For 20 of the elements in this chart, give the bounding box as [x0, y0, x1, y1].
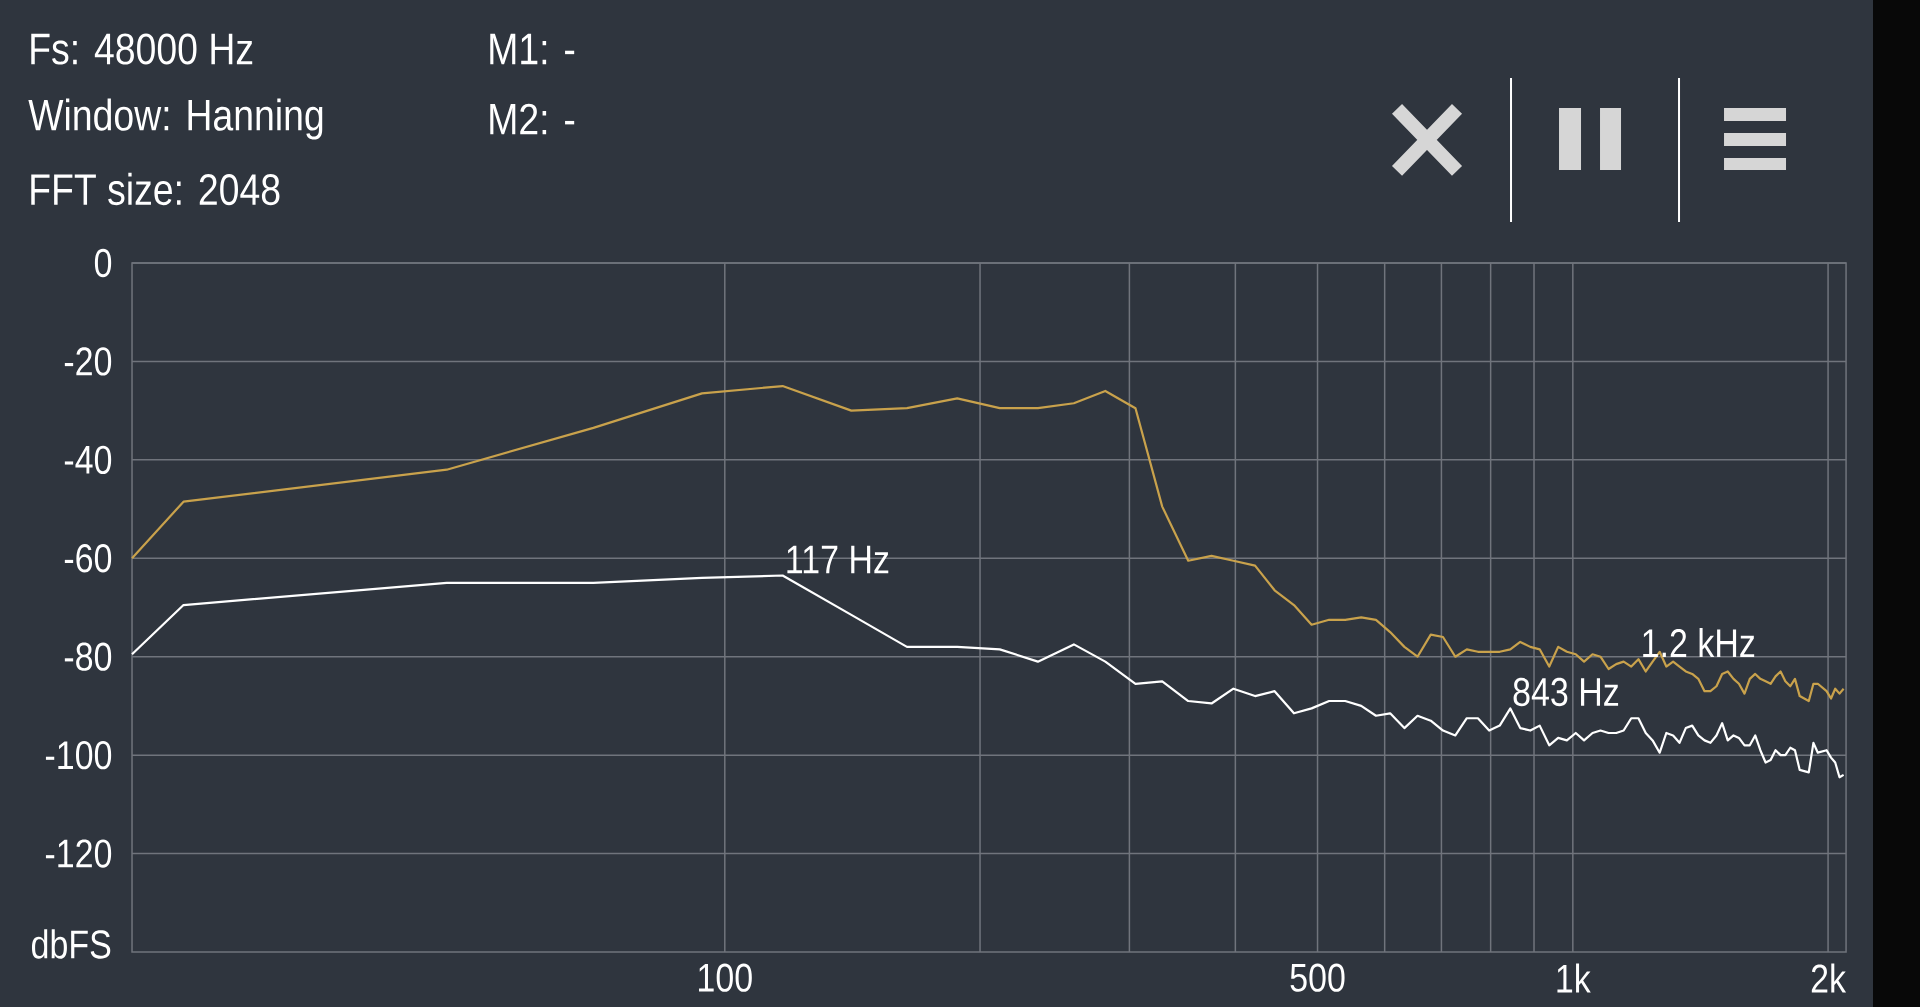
y-tick-label: -120	[45, 839, 112, 868]
text: M1: -	[490, 33, 575, 65]
y-tick-label: -20	[64, 347, 112, 376]
y-tick-label: 0	[94, 248, 112, 278]
y-axis-title: dbFS	[31, 929, 111, 959]
y-tick-label: -40	[64, 445, 112, 475]
x-tick-label: 100	[699, 963, 752, 992]
y-tick-label: -80	[64, 642, 112, 671]
annotation: 843 Hz	[1513, 677, 1619, 707]
x-tick-label: 1k	[1557, 963, 1591, 993]
text: Fs: 48000 Hz	[31, 33, 253, 65]
text: M2: -	[490, 103, 575, 135]
text: Window: Hanning	[28, 98, 323, 140]
x-tick-label: 2k	[1811, 963, 1847, 993]
annotation: 117 Hz	[787, 545, 889, 574]
annotation: 1.2 kHz	[1643, 627, 1755, 657]
y-tick-label: -60	[64, 544, 112, 573]
y-tick-label: -100	[45, 740, 112, 770]
text: FFT size: 2048	[31, 172, 280, 206]
x-tick-label: 500	[1290, 963, 1345, 992]
